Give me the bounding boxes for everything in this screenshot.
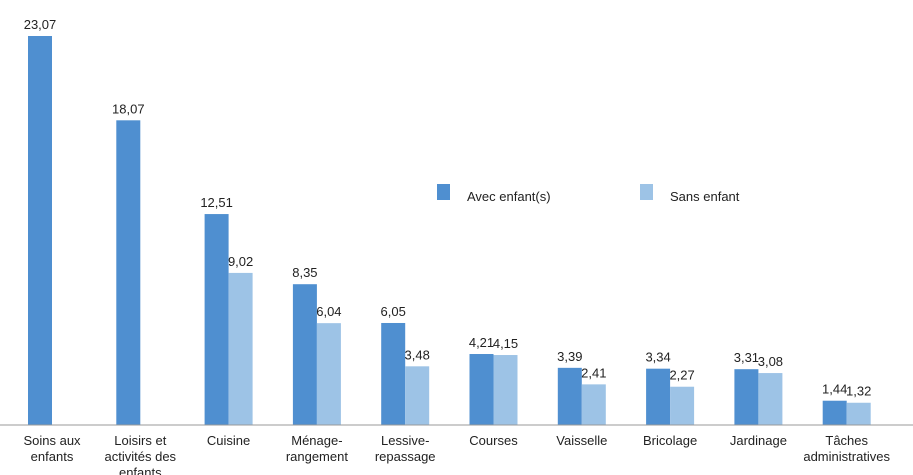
x-tick-label: Ménage-rangement	[286, 433, 349, 464]
value-label: 18,07	[112, 101, 145, 116]
x-tick-label: Bricolage	[643, 433, 697, 448]
x-tick-label: Courses	[469, 433, 518, 448]
value-label: 4,15	[493, 336, 518, 351]
legend-label: Avec enfant(s)	[467, 189, 551, 204]
x-tick-label: Tâches administratives	[803, 433, 890, 464]
bar	[28, 36, 52, 425]
bar	[557, 367, 582, 425]
bar	[292, 284, 317, 425]
value-label: 8,35	[292, 265, 317, 280]
value-label: 3,34	[645, 350, 670, 365]
value-label: 3,48	[405, 347, 430, 362]
value-label: 1,44	[822, 382, 847, 397]
value-label: 4,21	[469, 335, 494, 350]
legend-label: Sans enfant	[670, 189, 740, 204]
bar	[822, 400, 847, 425]
value-label: 2,41	[581, 365, 606, 380]
bar	[758, 373, 783, 425]
value-label: 23,07	[24, 17, 57, 32]
bar	[734, 369, 759, 425]
bar	[316, 323, 341, 425]
bar	[204, 214, 229, 425]
x-tick-label: Loisirs et activités des enfants	[105, 433, 177, 475]
value-label: 1,32	[846, 384, 871, 399]
x-tick-label: Jardinage	[730, 433, 787, 448]
x-tick-label: Vaisselle	[556, 433, 607, 448]
bar	[469, 354, 494, 425]
value-label: 12,51	[200, 195, 233, 210]
bar	[228, 272, 253, 425]
legend-swatch	[640, 184, 653, 200]
bar	[381, 322, 406, 425]
bar	[116, 120, 141, 425]
bar	[846, 402, 871, 425]
bar	[581, 384, 606, 425]
value-label: 3,08	[758, 354, 783, 369]
value-label: 2,27	[669, 368, 694, 383]
value-label: 6,05	[381, 304, 406, 319]
legend-swatch	[437, 184, 450, 200]
value-label: 3,31	[734, 350, 759, 365]
bar	[493, 355, 518, 425]
bar	[646, 368, 671, 425]
bar	[670, 386, 695, 425]
x-tick-label: Soins aux enfants	[23, 433, 81, 464]
x-tick-label: Lessive-repassage	[375, 433, 436, 464]
bar	[405, 366, 430, 425]
x-tick-label: Cuisine	[207, 433, 250, 448]
value-label: 9,02	[228, 254, 253, 269]
value-label: 6,04	[316, 304, 341, 319]
value-label: 3,39	[557, 349, 582, 364]
